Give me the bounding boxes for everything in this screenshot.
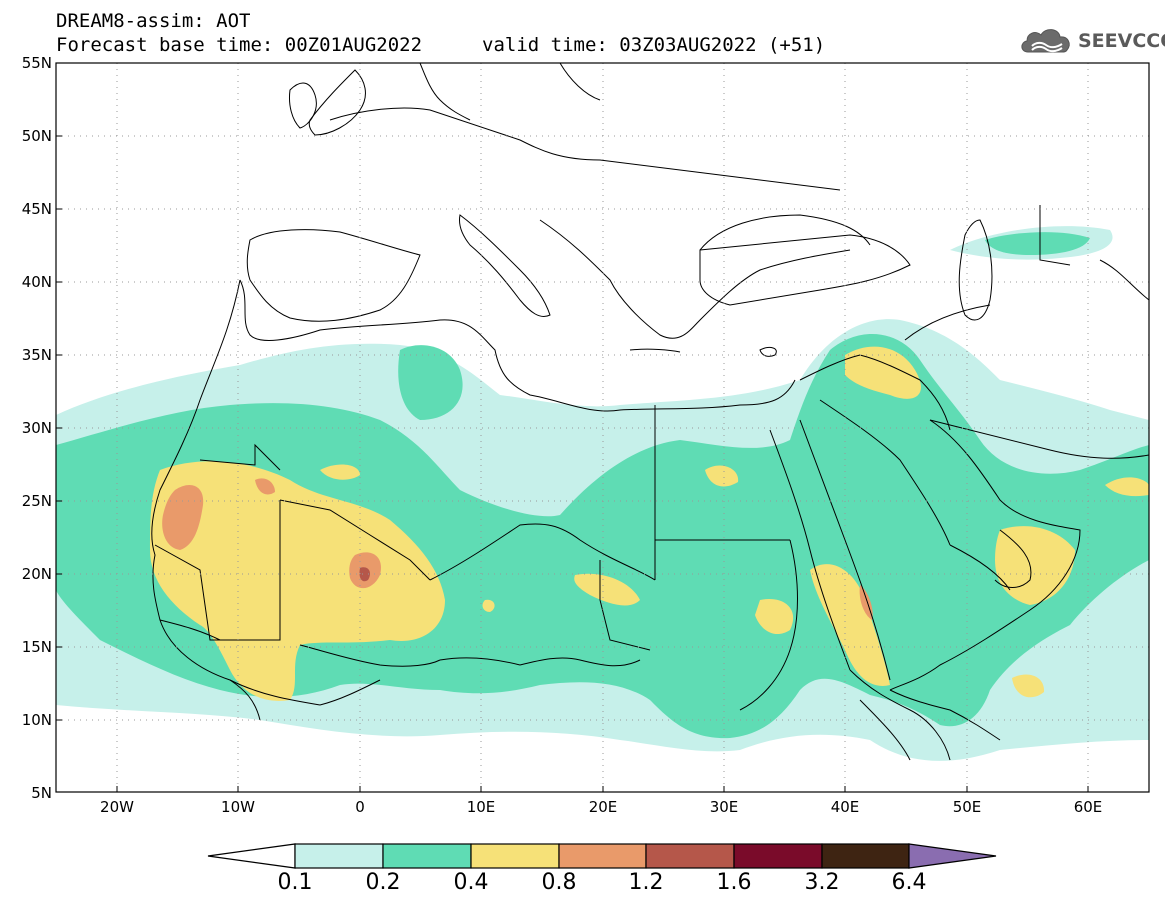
colorbar-label: 1.6 [716, 870, 752, 895]
coastlines [151, 63, 1149, 761]
colorbar-swatch-4 [645, 843, 735, 869]
colorbar-label: 0.1 [277, 870, 313, 895]
lat-label: 50N [21, 127, 52, 145]
lat-label: 55N [21, 54, 52, 72]
colorbar-label: 0.4 [453, 870, 489, 895]
colorbar-swatch-3 [558, 843, 647, 869]
aot-field [56, 226, 1149, 761]
lon-label: 50E [952, 798, 982, 816]
colorbar-under-triangle [207, 843, 296, 869]
map-title: DREAM8-assim: AOT [56, 10, 251, 32]
valid-time: valid time: 03Z03AUG2022 (+51) [482, 34, 826, 56]
colorbar-label: 6.4 [891, 870, 927, 895]
lat-label: 10N [21, 711, 52, 729]
colorbar-swatch-1 [382, 843, 472, 869]
cloud-icon [1021, 29, 1070, 53]
seevccc-logo: SEEVCCC [1018, 24, 1165, 58]
lat-label: 20N [21, 565, 52, 583]
colorbar-over-triangle [908, 843, 997, 869]
colorbar-label: 0.8 [541, 870, 577, 895]
lat-label: 25N [21, 492, 52, 510]
colorbar-label: 3.2 [804, 870, 840, 895]
lon-label: 30E [709, 798, 739, 816]
lat-label: 45N [21, 200, 52, 218]
lon-label: 40E [830, 798, 860, 816]
colorbar-swatch-5 [733, 843, 823, 869]
lon-label: 20W [100, 798, 134, 816]
colorbar-swatch-0 [294, 843, 384, 869]
lat-label: 5N [31, 784, 52, 802]
lon-label: 20E [588, 798, 618, 816]
lat-label: 35N [21, 346, 52, 364]
colorbar-swatch-6 [821, 843, 910, 869]
lon-label: 10E [466, 798, 496, 816]
colorbar-label: 0.2 [365, 870, 401, 895]
colorbar-swatch-2 [470, 843, 560, 869]
gridlines [56, 63, 1149, 792]
aot-band-0.4 [150, 346, 1149, 701]
lat-label: 30N [21, 419, 52, 437]
logo-text: SEEVCCC [1078, 30, 1165, 52]
lat-label: 15N [21, 638, 52, 656]
lon-label: 10W [221, 798, 255, 816]
lon-label: 60E [1073, 798, 1103, 816]
forecast-base-time: Forecast base time: 00Z01AUG2022 [56, 34, 423, 56]
axis-ticks [56, 62, 1089, 792]
colorbar [207, 843, 997, 869]
lon-label: 0 [355, 798, 365, 816]
colorbar-label: 1.2 [628, 870, 664, 895]
lat-label: 40N [21, 273, 52, 291]
aot-band-1.2 [359, 567, 371, 582]
